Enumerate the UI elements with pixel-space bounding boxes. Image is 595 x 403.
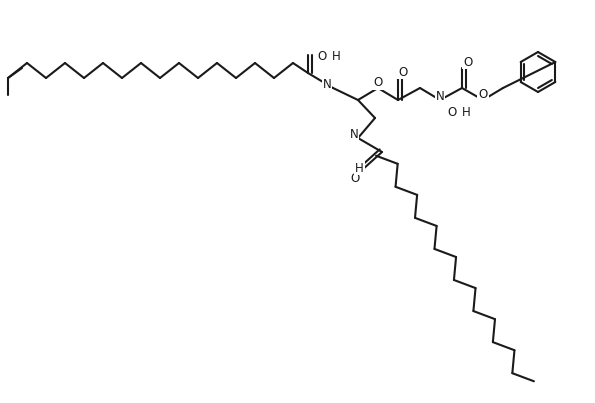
Text: N: N (322, 79, 331, 91)
Text: H: H (355, 162, 364, 174)
Text: N: N (436, 91, 444, 104)
Text: H: H (332, 50, 341, 64)
Text: O: O (374, 77, 383, 89)
Text: O: O (478, 89, 488, 102)
Text: N: N (350, 129, 358, 141)
Text: O: O (447, 106, 456, 118)
Text: O: O (317, 50, 327, 64)
Text: H: H (462, 106, 471, 118)
Text: O: O (350, 172, 359, 185)
Text: O: O (464, 56, 472, 69)
Text: O: O (399, 66, 408, 79)
